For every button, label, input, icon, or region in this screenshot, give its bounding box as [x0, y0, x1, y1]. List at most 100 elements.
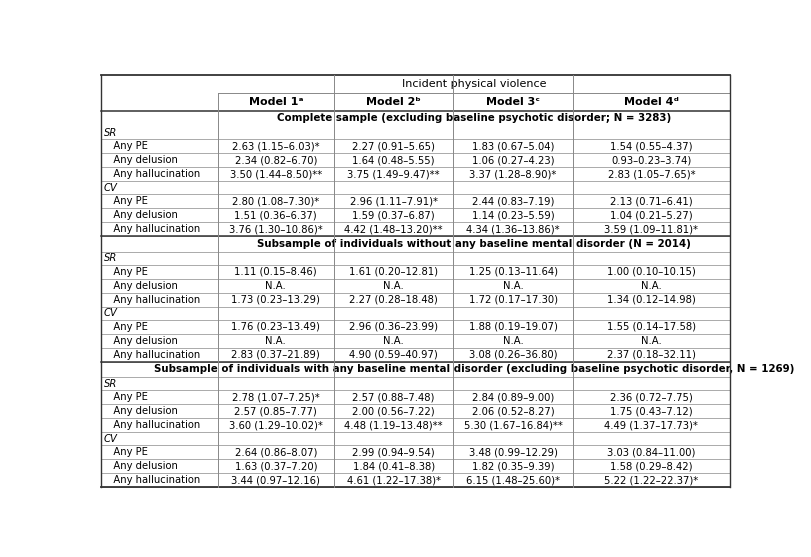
- Text: 2.83 (1.05–7.65)*: 2.83 (1.05–7.65)*: [607, 169, 695, 179]
- Text: N.A.: N.A.: [503, 336, 523, 346]
- Text: N.A.: N.A.: [641, 336, 662, 346]
- Text: 3.37 (1.28–8.90)*: 3.37 (1.28–8.90)*: [470, 169, 556, 179]
- Text: Any hallucination: Any hallucination: [104, 224, 200, 234]
- Text: 1.14 (0.23–5.59): 1.14 (0.23–5.59): [472, 210, 555, 220]
- Text: 2.83 (0.37–21.89): 2.83 (0.37–21.89): [231, 350, 320, 360]
- Text: 3.44 (0.97–12.16): 3.44 (0.97–12.16): [231, 475, 320, 485]
- Text: 2.27 (0.91–5.65): 2.27 (0.91–5.65): [352, 141, 435, 152]
- Text: Any hallucination: Any hallucination: [104, 295, 200, 305]
- Text: Any delusion: Any delusion: [104, 406, 178, 416]
- Text: 3.59 (1.09–11.81)*: 3.59 (1.09–11.81)*: [604, 224, 698, 234]
- Text: 4.42 (1.48–13.20)**: 4.42 (1.48–13.20)**: [345, 224, 443, 234]
- Text: 3.75 (1.49–9.47)**: 3.75 (1.49–9.47)**: [347, 169, 440, 179]
- Text: 4.90 (0.59–40.97): 4.90 (0.59–40.97): [350, 350, 438, 360]
- Text: 0.93–0.23–3.74): 0.93–0.23–3.74): [611, 155, 692, 165]
- Text: 3.48 (0.99–12.29): 3.48 (0.99–12.29): [469, 447, 557, 457]
- Text: 3.08 (0.26–36.80): 3.08 (0.26–36.80): [469, 350, 557, 360]
- Text: 1.04 (0.21–5.27): 1.04 (0.21–5.27): [610, 210, 693, 220]
- Text: CV: CV: [104, 308, 118, 318]
- Text: 1.88 (0.19–19.07): 1.88 (0.19–19.07): [469, 322, 557, 332]
- Text: N.A.: N.A.: [641, 281, 662, 291]
- Text: Any PE: Any PE: [104, 196, 148, 206]
- Text: 1.25 (0.13–11.64): 1.25 (0.13–11.64): [469, 267, 557, 277]
- Text: Any PE: Any PE: [104, 267, 148, 277]
- Text: 2.99 (0.94–9.54): 2.99 (0.94–9.54): [352, 447, 435, 457]
- Text: Any PE: Any PE: [104, 141, 148, 152]
- Text: Any PE: Any PE: [104, 447, 148, 457]
- Text: 1.73 (0.23–13.29): 1.73 (0.23–13.29): [231, 295, 320, 305]
- Text: 5.30 (1.67–16.84)**: 5.30 (1.67–16.84)**: [464, 420, 563, 430]
- Text: 1.11 (0.15–8.46): 1.11 (0.15–8.46): [234, 267, 317, 277]
- Text: 6.15 (1.48–25.60)*: 6.15 (1.48–25.60)*: [466, 475, 560, 485]
- Text: Model 1ᵃ: Model 1ᵃ: [248, 97, 303, 107]
- Text: Subsample of individuals with any baseline mental disorder (excluding baseline p: Subsample of individuals with any baseli…: [153, 364, 794, 374]
- Text: Any hallucination: Any hallucination: [104, 475, 200, 485]
- Text: 2.57 (0.85–7.77): 2.57 (0.85–7.77): [234, 406, 317, 416]
- Text: 3.03 (0.84–11.00): 3.03 (0.84–11.00): [607, 447, 696, 457]
- Text: 1.84 (0.41–8.38): 1.84 (0.41–8.38): [353, 461, 435, 471]
- Text: Complete sample (excluding baseline psychotic disorder; N = 3283): Complete sample (excluding baseline psyc…: [277, 114, 671, 123]
- Text: Model 2ᵇ: Model 2ᵇ: [367, 97, 421, 107]
- Text: 1.54 (0.55–4.37): 1.54 (0.55–4.37): [610, 141, 693, 152]
- Text: 4.49 (1.37–17.73)*: 4.49 (1.37–17.73)*: [604, 420, 698, 430]
- Text: 3.50 (1.44–8.50)**: 3.50 (1.44–8.50)**: [230, 169, 322, 179]
- Text: Any delusion: Any delusion: [104, 281, 178, 291]
- Text: Any delusion: Any delusion: [104, 336, 178, 346]
- Text: 2.96 (1.11–7.91)*: 2.96 (1.11–7.91)*: [350, 196, 438, 206]
- Text: 1.63 (0.37–7.20): 1.63 (0.37–7.20): [234, 461, 317, 471]
- Text: CV: CV: [104, 183, 118, 193]
- Text: 1.55 (0.14–17.58): 1.55 (0.14–17.58): [607, 322, 696, 332]
- Text: 2.84 (0.89–9.00): 2.84 (0.89–9.00): [472, 392, 554, 402]
- Text: 1.00 (0.10–10.15): 1.00 (0.10–10.15): [607, 267, 696, 277]
- Text: 2.36 (0.72–7.75): 2.36 (0.72–7.75): [610, 392, 693, 402]
- Text: 1.76 (0.23–13.49): 1.76 (0.23–13.49): [231, 322, 320, 332]
- Text: Model 4ᵈ: Model 4ᵈ: [624, 97, 679, 107]
- Text: N.A.: N.A.: [265, 281, 286, 291]
- Text: 2.64 (0.86–8.07): 2.64 (0.86–8.07): [234, 447, 317, 457]
- Text: 2.80 (1.08–7.30)*: 2.80 (1.08–7.30)*: [232, 196, 320, 206]
- Text: Any delusion: Any delusion: [104, 461, 178, 471]
- Text: Subsample of individuals without any baseline mental disorder (N = 2014): Subsample of individuals without any bas…: [257, 239, 691, 249]
- Text: N.A.: N.A.: [265, 336, 286, 346]
- Text: 2.78 (1.07–7.25)*: 2.78 (1.07–7.25)*: [232, 392, 320, 402]
- Text: 3.76 (1.30–10.86)*: 3.76 (1.30–10.86)*: [229, 224, 323, 234]
- Text: 3.60 (1.29–10.02)*: 3.60 (1.29–10.02)*: [229, 420, 323, 430]
- Text: 1.75 (0.43–7.12): 1.75 (0.43–7.12): [610, 406, 693, 416]
- Text: 2.34 (0.82–6.70): 2.34 (0.82–6.70): [234, 155, 317, 165]
- Text: 1.64 (0.48–5.55): 1.64 (0.48–5.55): [353, 155, 435, 165]
- Text: SR: SR: [104, 128, 118, 138]
- Text: Any delusion: Any delusion: [104, 210, 178, 220]
- Text: 1.06 (0.27–4.23): 1.06 (0.27–4.23): [472, 155, 554, 165]
- Text: 4.34 (1.36–13.86)*: 4.34 (1.36–13.86)*: [466, 224, 560, 234]
- Text: 2.57 (0.88–7.48): 2.57 (0.88–7.48): [353, 392, 435, 402]
- Text: CV: CV: [104, 434, 118, 444]
- Text: 1.61 (0.20–12.81): 1.61 (0.20–12.81): [350, 267, 438, 277]
- Text: 2.96 (0.36–23.99): 2.96 (0.36–23.99): [350, 322, 438, 332]
- Text: 2.44 (0.83–7.19): 2.44 (0.83–7.19): [472, 196, 554, 206]
- Text: 2.37 (0.18–32.11): 2.37 (0.18–32.11): [607, 350, 696, 360]
- Text: 5.22 (1.22–22.37)*: 5.22 (1.22–22.37)*: [604, 475, 698, 485]
- Text: Model 3ᶜ: Model 3ᶜ: [486, 97, 540, 107]
- Text: Any PE: Any PE: [104, 322, 148, 332]
- Text: 4.48 (1.19–13.48)**: 4.48 (1.19–13.48)**: [345, 420, 443, 430]
- Text: SR: SR: [104, 379, 118, 389]
- Text: Any hallucination: Any hallucination: [104, 169, 200, 179]
- Text: Any hallucination: Any hallucination: [104, 420, 200, 430]
- Text: 2.00 (0.56–7.22): 2.00 (0.56–7.22): [352, 406, 435, 416]
- Text: 1.72 (0.17–17.30): 1.72 (0.17–17.30): [469, 295, 557, 305]
- Text: 2.27 (0.28–18.48): 2.27 (0.28–18.48): [350, 295, 438, 305]
- Text: 2.63 (1.15–6.03)*: 2.63 (1.15–6.03)*: [232, 141, 320, 152]
- Text: 4.61 (1.22–17.38)*: 4.61 (1.22–17.38)*: [346, 475, 440, 485]
- Text: Any hallucination: Any hallucination: [104, 350, 200, 360]
- Text: 1.59 (0.37–6.87): 1.59 (0.37–6.87): [352, 210, 435, 220]
- Text: N.A.: N.A.: [384, 336, 404, 346]
- Text: 1.82 (0.35–9.39): 1.82 (0.35–9.39): [472, 461, 554, 471]
- Text: SR: SR: [104, 253, 118, 263]
- Text: 1.83 (0.67–5.04): 1.83 (0.67–5.04): [472, 141, 554, 152]
- Text: 1.58 (0.29–8.42): 1.58 (0.29–8.42): [610, 461, 693, 471]
- Text: 1.34 (0.12–14.98): 1.34 (0.12–14.98): [607, 295, 696, 305]
- Text: Any delusion: Any delusion: [104, 155, 178, 165]
- Text: Any PE: Any PE: [104, 392, 148, 402]
- Text: N.A.: N.A.: [384, 281, 404, 291]
- Text: 2.06 (0.52–8.27): 2.06 (0.52–8.27): [472, 406, 555, 416]
